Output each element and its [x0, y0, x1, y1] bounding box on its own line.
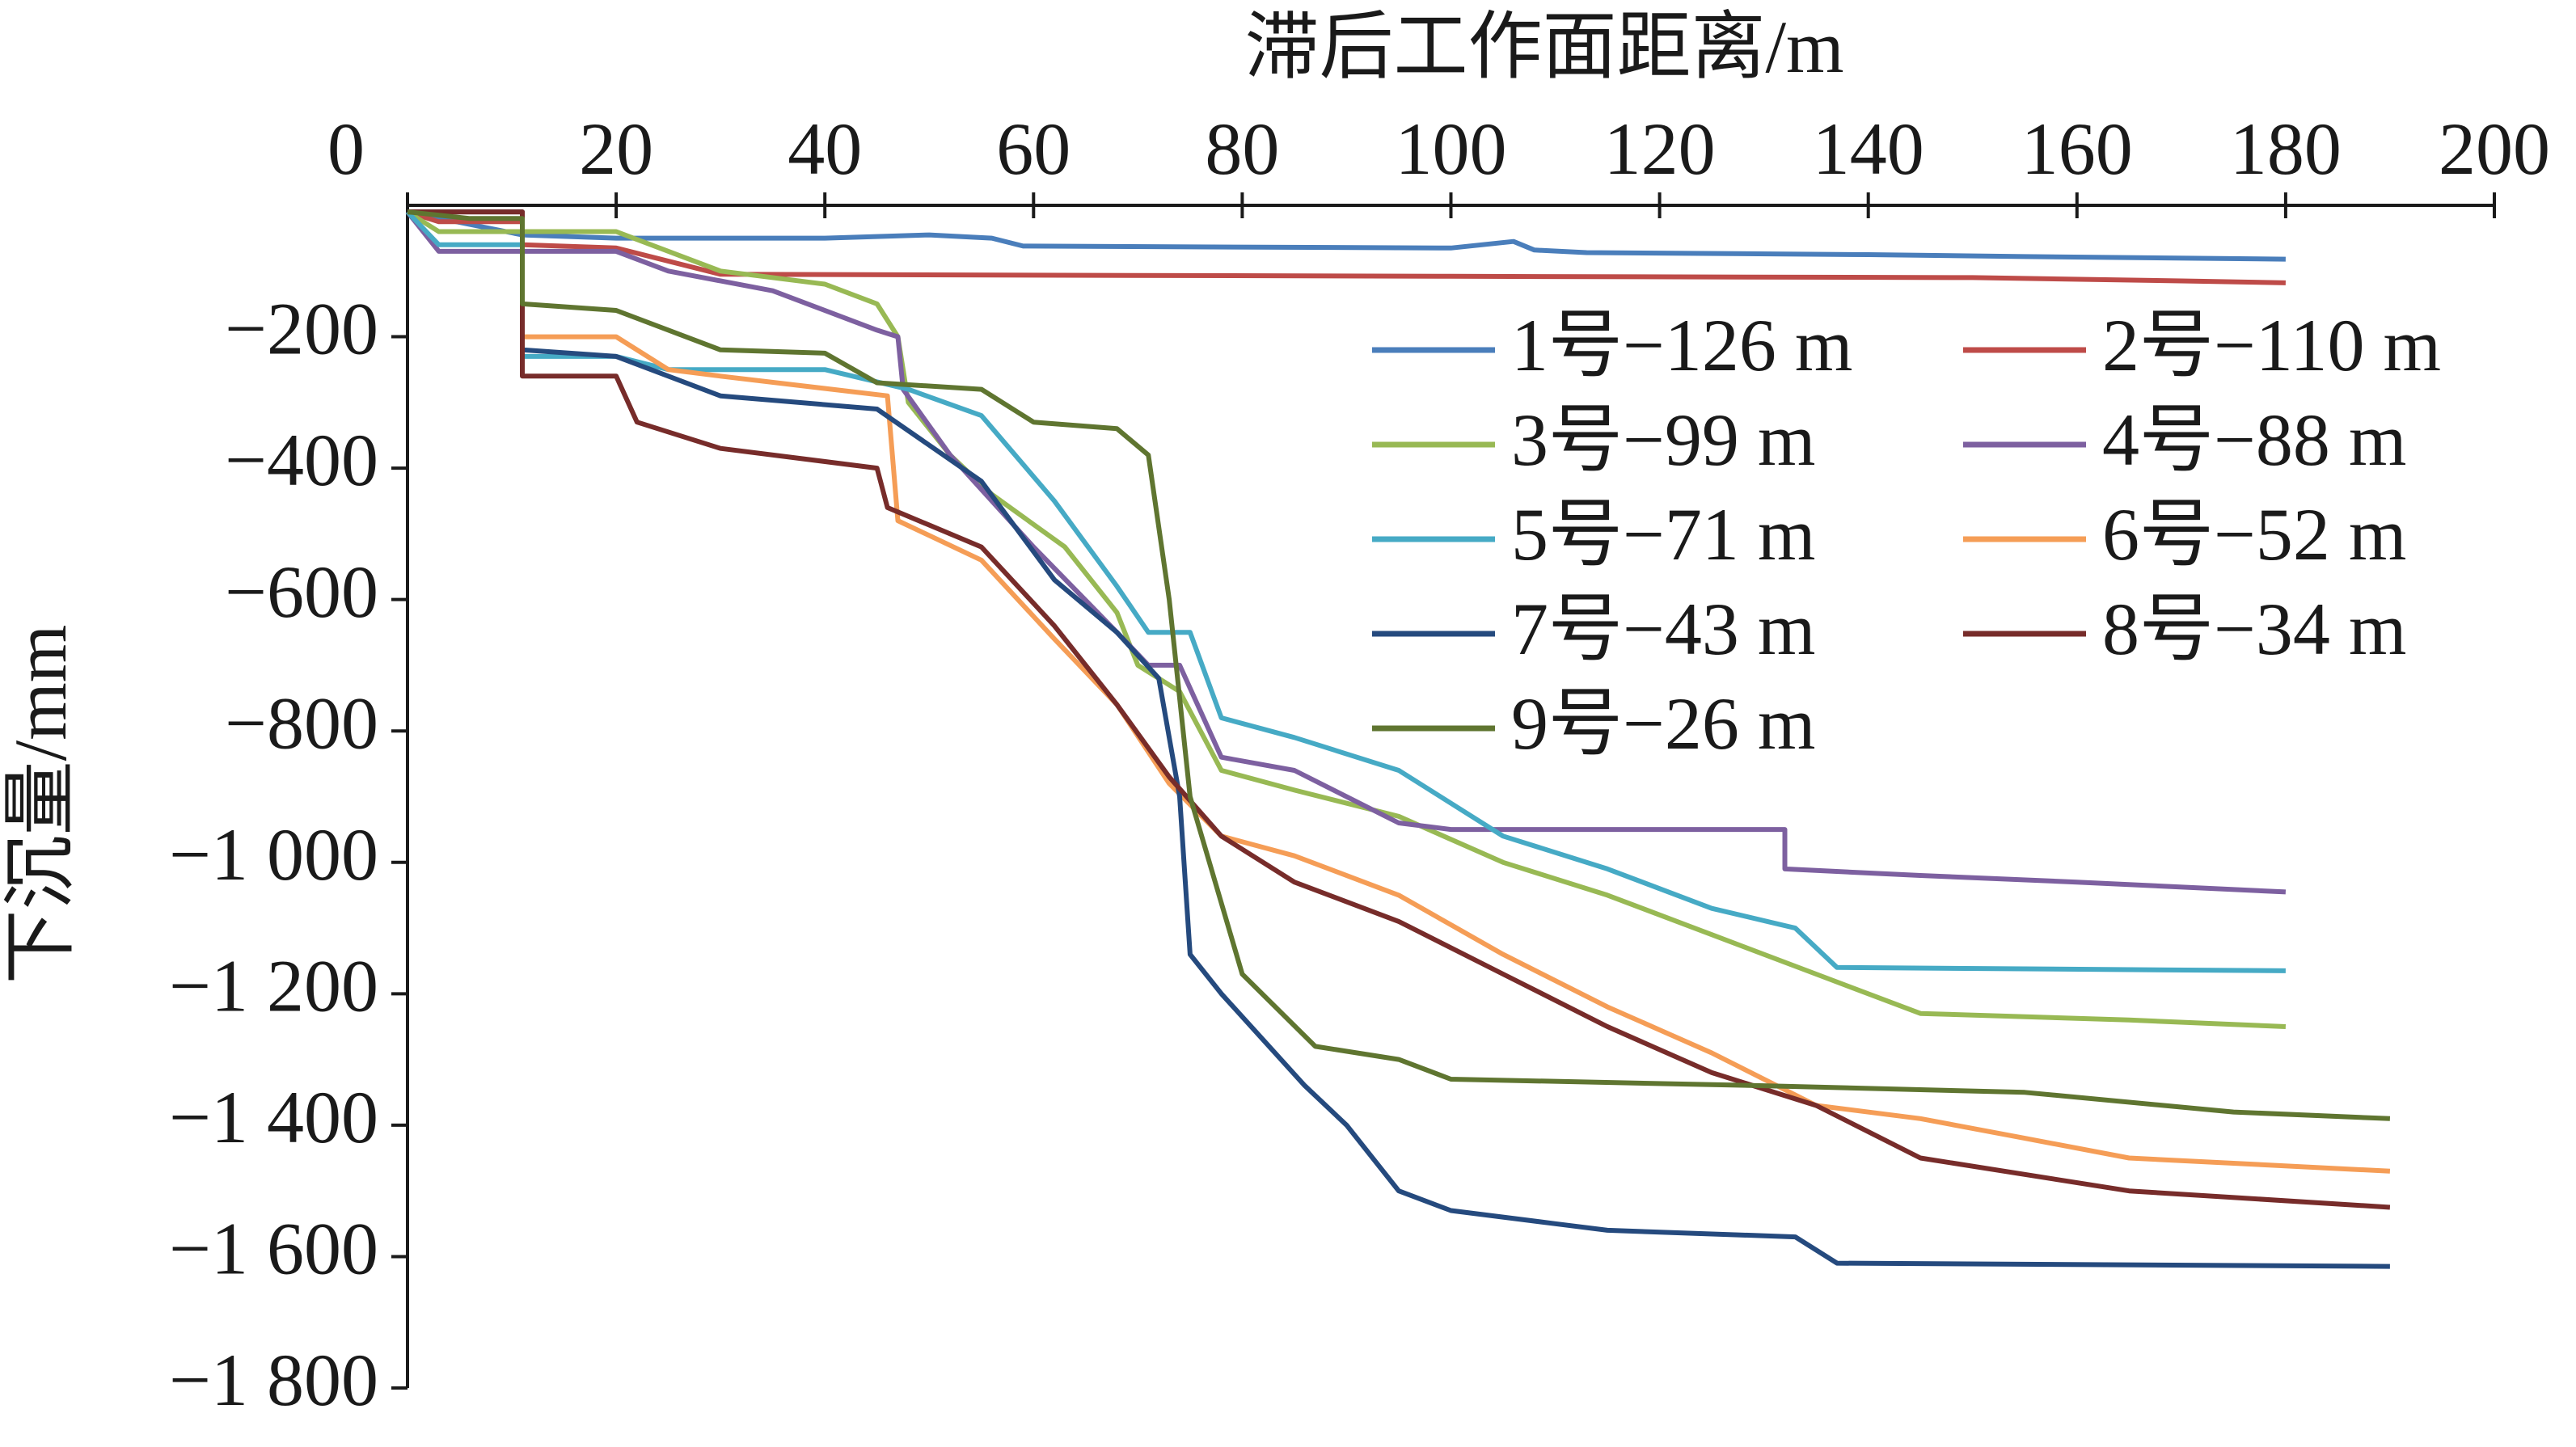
- y-tick-label: −1 400: [169, 1076, 378, 1158]
- x-tick-label: 160: [2021, 108, 2133, 190]
- x-tick-label: 60: [996, 108, 1071, 190]
- series-line: [407, 209, 2286, 262]
- x-tick-label: 0: [327, 108, 365, 190]
- x-tick-label: 200: [2439, 108, 2550, 190]
- x-tick-label: 20: [579, 108, 653, 190]
- series-line: [406, 209, 2287, 1029]
- series-line: [408, 209, 2391, 1210]
- legend-label: 9号−26 m: [1511, 682, 1815, 765]
- series-line: [405, 210, 2287, 895]
- legend-label: 4号−88 m: [2102, 399, 2406, 481]
- x-tick-label: 80: [1205, 108, 1279, 190]
- legend-label: 5号−71 m: [1511, 493, 1815, 576]
- legend-label: 7号−43 m: [1511, 588, 1815, 670]
- y-tick-label: −1 800: [169, 1339, 378, 1421]
- series-line: [408, 209, 2391, 1174]
- x-tick-label: 180: [2230, 108, 2342, 190]
- legend-label: 1号−126 m: [1511, 304, 1852, 386]
- series-line: [405, 210, 2286, 973]
- x-tick-label: 140: [1813, 108, 1924, 190]
- y-tick-label: −1 200: [169, 944, 378, 1027]
- legend-label: 3号−99 m: [1511, 399, 1815, 481]
- y-tick-label: −600: [225, 551, 378, 633]
- series-line: [407, 209, 2286, 285]
- legend-label: 8号−34 m: [2102, 588, 2406, 670]
- series-line: [407, 209, 2391, 1121]
- x-tick-label: 120: [1604, 108, 1716, 190]
- y-tick-label: −1 000: [169, 813, 378, 896]
- y-axis-title: 下沉量/mm: [0, 625, 82, 985]
- series-line: [408, 209, 2390, 1269]
- x-tick-label: 100: [1396, 108, 1507, 190]
- y-tick-label: −800: [225, 681, 378, 764]
- y-tick-label: −200: [225, 288, 378, 370]
- y-tick-label: −1 600: [169, 1208, 378, 1290]
- legend-label: 2号−110 m: [2102, 304, 2441, 386]
- x-tick-label: 40: [788, 108, 862, 190]
- y-tick-label: −400: [225, 419, 378, 501]
- x-axis-title: 滞后工作面距离/m: [1244, 6, 1843, 88]
- legend-label: 6号−52 m: [2102, 493, 2406, 576]
